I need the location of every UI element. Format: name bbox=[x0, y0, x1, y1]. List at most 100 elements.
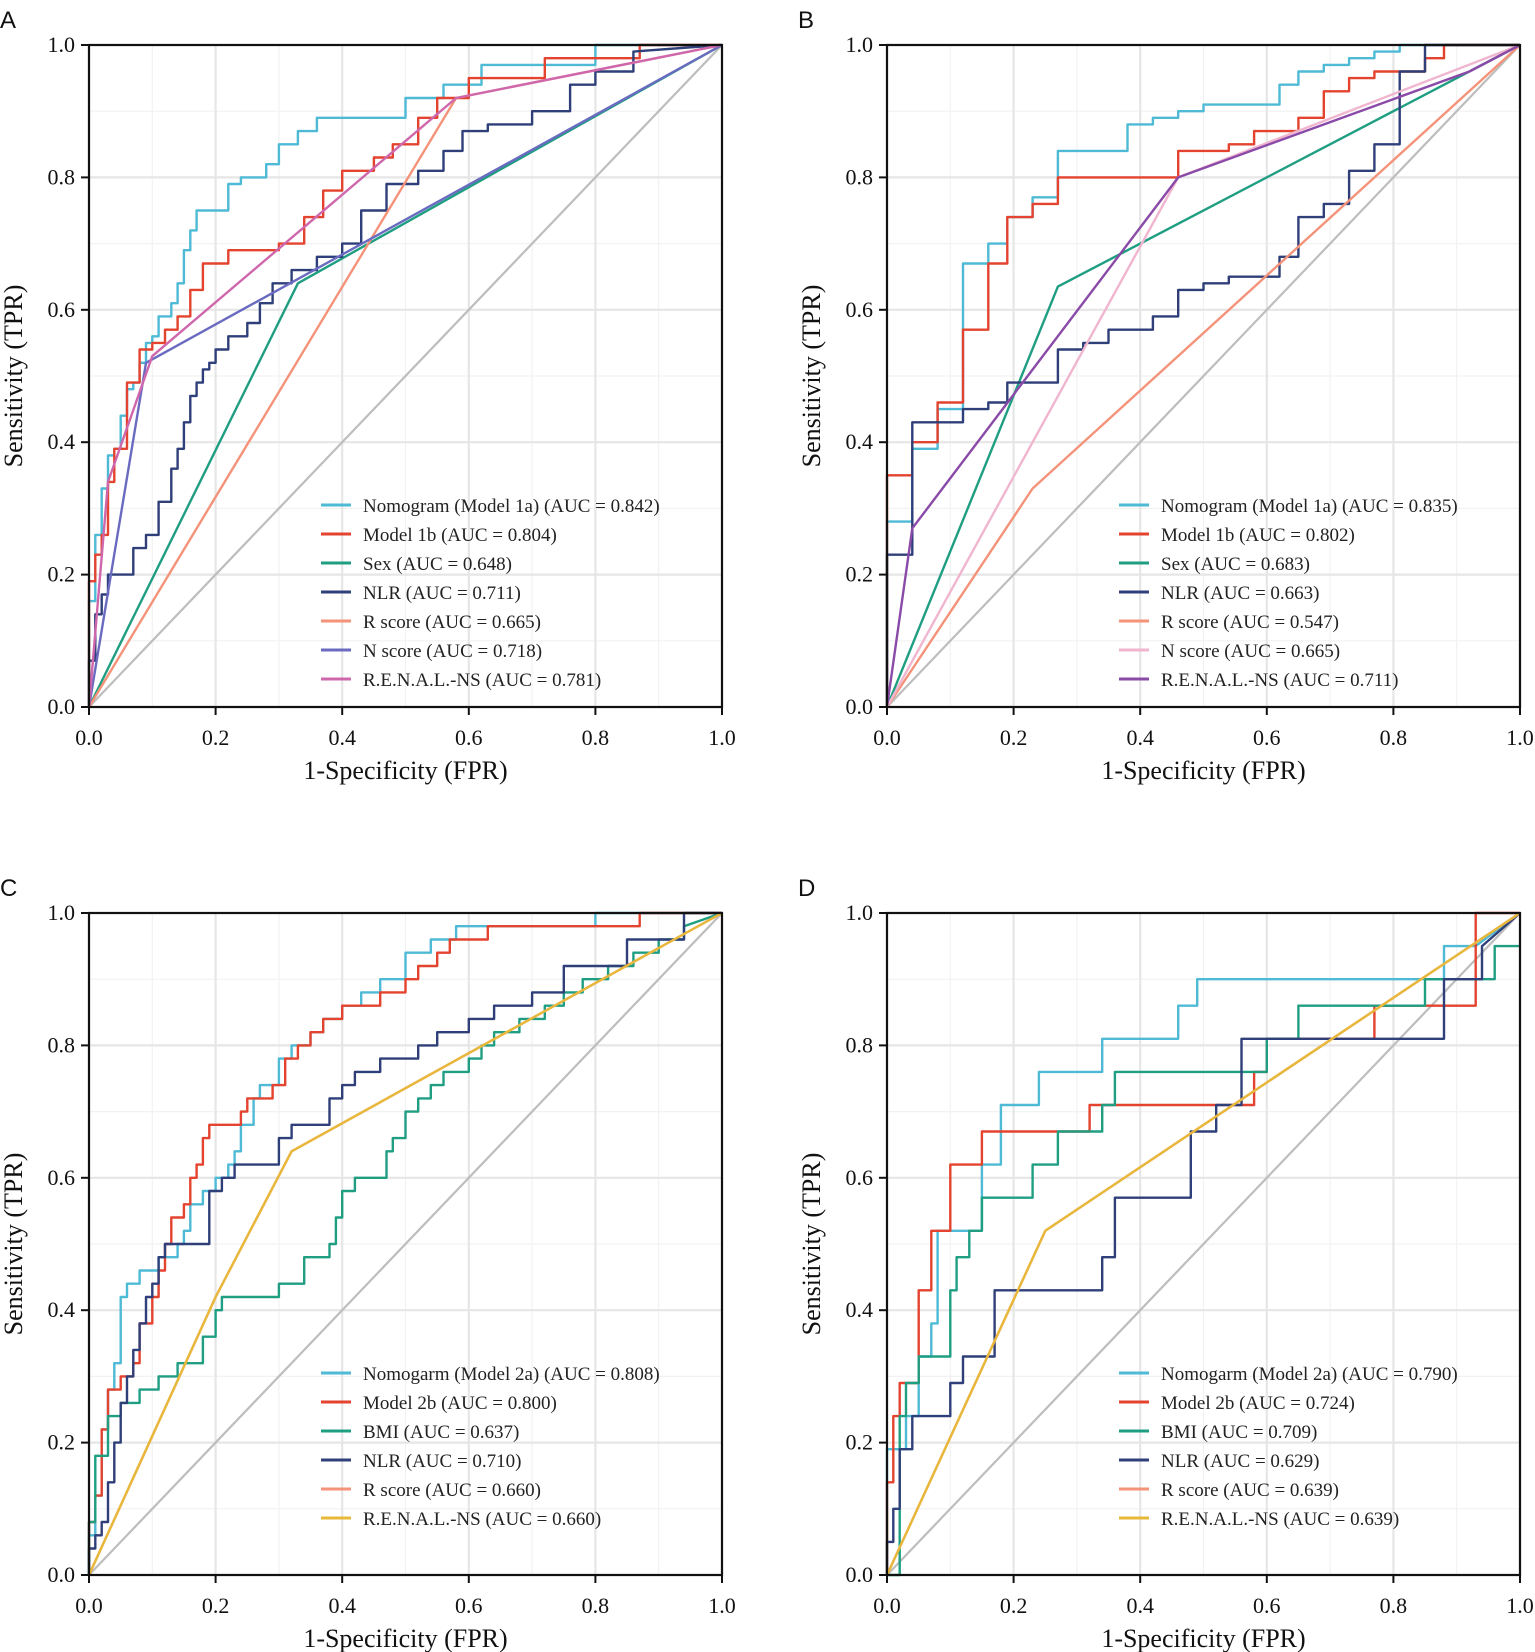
x-tick-label: 0.4 bbox=[1126, 1593, 1154, 1618]
legend-label: R score (AUC = 0.665) bbox=[363, 612, 541, 633]
y-tick-label: 0.4 bbox=[846, 429, 874, 454]
x-axis-title: 1-Specificity (FPR) bbox=[1101, 756, 1305, 785]
legend-label: Model 1b (AUC = 0.804) bbox=[363, 525, 557, 546]
roc-curve-1 bbox=[87, 911, 722, 1575]
x-tick-label: 1.0 bbox=[708, 725, 736, 750]
roc-curve-3 bbox=[885, 43, 1521, 708]
roc-curve-3 bbox=[87, 43, 723, 708]
legend-label: Nomogram (Model 1a) (AUC = 0.835) bbox=[1161, 496, 1458, 517]
roc-curve-4 bbox=[87, 43, 723, 707]
x-tick-label: 0.8 bbox=[582, 1593, 610, 1618]
legend-label: BMI (AUC = 0.709) bbox=[1161, 1422, 1317, 1443]
x-tick-label: 0.0 bbox=[873, 1593, 901, 1618]
x-tick-label: 0.2 bbox=[202, 1593, 230, 1618]
reference-diagonal bbox=[886, 44, 1521, 708]
legend-label: Nomogarm (Model 2a) (AUC = 0.790) bbox=[1161, 1364, 1458, 1385]
chart-panel-d: D 0.0 0.2 0.4 0.6 0.8 1.0 0.0 0.2 0.4 0.6 0.8 1.0 1-S… bbox=[797, 875, 1534, 1652]
legend-label: N score (AUC = 0.665) bbox=[1161, 641, 1340, 662]
chart-panel-b: B 0.0 0.2 0.4 0.6 0.8 1.0 0.0 0.2 0.4 0.6 0.8 1.0 1-S… bbox=[797, 7, 1534, 785]
x-axis-title: 1-Specificity (FPR) bbox=[303, 756, 507, 785]
x-tick-label: 0.0 bbox=[75, 1593, 103, 1618]
panel-letter: B bbox=[798, 7, 814, 34]
y-tick-label: 0.8 bbox=[846, 1032, 874, 1057]
x-tick-label: 0.6 bbox=[455, 1593, 483, 1618]
legend-label: R score (AUC = 0.639) bbox=[1161, 1480, 1339, 1501]
y-axis-title: Sensitivity (TPR) bbox=[797, 1153, 826, 1336]
y-tick-label: 0.6 bbox=[48, 297, 76, 322]
panel-letter: C bbox=[0, 875, 17, 902]
legend-label: R.E.N.A.L.-NS (AUC = 0.639) bbox=[1161, 1509, 1399, 1530]
y-tick-label: 1.0 bbox=[846, 32, 874, 57]
y-tick-label: 0.6 bbox=[48, 1165, 76, 1190]
legend-label: Nomogram (Model 1a) (AUC = 0.842) bbox=[363, 496, 660, 517]
panel-letter: A bbox=[0, 7, 16, 34]
panel-letter: D bbox=[798, 875, 815, 902]
y-axis-title: Sensitivity (TPR) bbox=[0, 285, 28, 468]
roc-curve-6 bbox=[87, 43, 723, 708]
legend-label: NLR (AUC = 0.663) bbox=[1161, 583, 1320, 604]
y-tick-label: 0.4 bbox=[846, 1297, 874, 1322]
legend-label: R.E.N.A.L.-NS (AUC = 0.781) bbox=[363, 670, 601, 691]
y-tick-label: 0.0 bbox=[48, 1562, 76, 1587]
legend-label: NLR (AUC = 0.629) bbox=[1161, 1451, 1320, 1472]
y-tick-label: 0.2 bbox=[48, 562, 76, 587]
y-axis-title: Sensitivity (TPR) bbox=[797, 285, 826, 468]
x-tick-label: 1.0 bbox=[1506, 725, 1534, 750]
reference-diagonal bbox=[88, 912, 723, 1576]
y-tick-label: 0.2 bbox=[48, 1430, 76, 1455]
plot-frame bbox=[885, 911, 1522, 1577]
y-tick-label: 0.8 bbox=[48, 1032, 76, 1057]
reference-diagonal bbox=[886, 912, 1521, 1576]
plot-frame bbox=[87, 911, 724, 1577]
roc-curve-6 bbox=[885, 912, 1521, 1576]
legend-label: Model 2b (AUC = 0.724) bbox=[1161, 1393, 1355, 1414]
x-tick-label: 1.0 bbox=[1506, 1593, 1534, 1618]
legend-label: N score (AUC = 0.718) bbox=[363, 641, 542, 662]
y-tick-label: 1.0 bbox=[48, 900, 76, 925]
plot-frame bbox=[885, 43, 1522, 709]
y-tick-label: 0.8 bbox=[48, 164, 76, 189]
roc-curve-7 bbox=[885, 43, 1521, 708]
y-tick-label: 1.0 bbox=[48, 32, 76, 57]
chart-panel-a: A 0.0 0.2 0.4 0.6 0.8 1.0 0.0 0.2 0.4 0.6 0.8 1.0 1-S… bbox=[0, 7, 736, 785]
x-tick-label: 0.6 bbox=[1253, 1593, 1281, 1618]
x-tick-label: 0.4 bbox=[328, 1593, 356, 1618]
y-tick-label: 0.6 bbox=[846, 1165, 874, 1190]
legend-label: BMI (AUC = 0.637) bbox=[363, 1422, 519, 1443]
y-tick-label: 0.2 bbox=[846, 1430, 874, 1455]
legend-label: Model 1b (AUC = 0.802) bbox=[1161, 525, 1355, 546]
legend-label: NLR (AUC = 0.710) bbox=[363, 1451, 522, 1472]
x-tick-label: 0.2 bbox=[1000, 1593, 1028, 1618]
roc-curve-4 bbox=[885, 912, 1521, 1575]
legend-label: R.E.N.A.L.-NS (AUC = 0.711) bbox=[1161, 670, 1398, 691]
legend-label: R score (AUC = 0.660) bbox=[363, 1480, 541, 1501]
x-tick-label: 0.4 bbox=[1126, 725, 1154, 750]
roc-curve-1 bbox=[885, 912, 1521, 1575]
y-tick-label: 0.4 bbox=[48, 1297, 76, 1322]
x-tick-label: 0.8 bbox=[1380, 725, 1408, 750]
x-tick-label: 0.2 bbox=[202, 725, 230, 750]
legend-label: Sex (AUC = 0.683) bbox=[1161, 554, 1310, 575]
x-tick-label: 1.0 bbox=[708, 1593, 736, 1618]
roc-curve-4 bbox=[885, 43, 1520, 707]
y-tick-label: 0.4 bbox=[48, 429, 76, 454]
roc-curve-6 bbox=[87, 911, 723, 1576]
y-axis-title: Sensitivity (TPR) bbox=[0, 1153, 28, 1336]
legend-label: R score (AUC = 0.547) bbox=[1161, 612, 1339, 633]
x-tick-label: 0.4 bbox=[328, 725, 356, 750]
roc-curve-4 bbox=[87, 911, 722, 1575]
y-tick-label: 0.0 bbox=[846, 1562, 874, 1587]
legend-label: Sex (AUC = 0.648) bbox=[363, 554, 512, 575]
y-tick-label: 0.2 bbox=[846, 562, 874, 587]
legend-label: Model 2b (AUC = 0.800) bbox=[363, 1393, 557, 1414]
legend-label: Nomogarm (Model 2a) (AUC = 0.808) bbox=[363, 1364, 660, 1385]
x-tick-label: 0.2 bbox=[1000, 725, 1028, 750]
legend-label: R.E.N.A.L.-NS (AUC = 0.660) bbox=[363, 1509, 601, 1530]
plot-frame bbox=[87, 43, 724, 709]
x-tick-label: 0.6 bbox=[455, 725, 483, 750]
legend-label: NLR (AUC = 0.711) bbox=[363, 583, 521, 604]
roc-curve-2 bbox=[87, 43, 722, 707]
reference-diagonal bbox=[88, 44, 723, 708]
roc-curve-2 bbox=[885, 43, 1520, 707]
